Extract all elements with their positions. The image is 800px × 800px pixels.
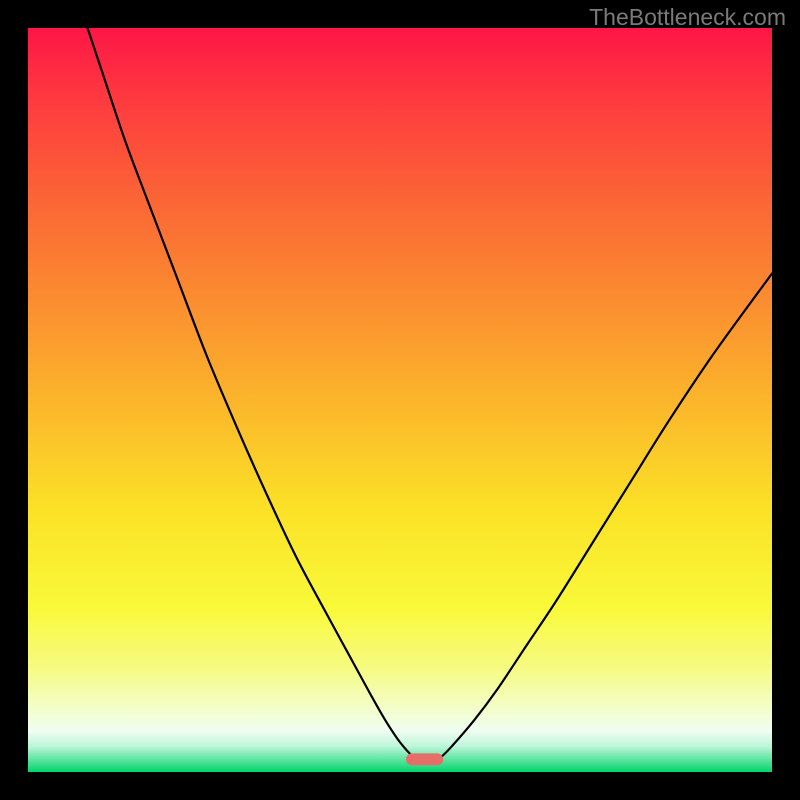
gradient-background <box>28 28 772 772</box>
plot-area <box>28 28 772 772</box>
watermark-text: TheBottleneck.com <box>589 4 786 31</box>
chart-svg <box>28 28 772 772</box>
optimum-marker <box>406 753 443 765</box>
